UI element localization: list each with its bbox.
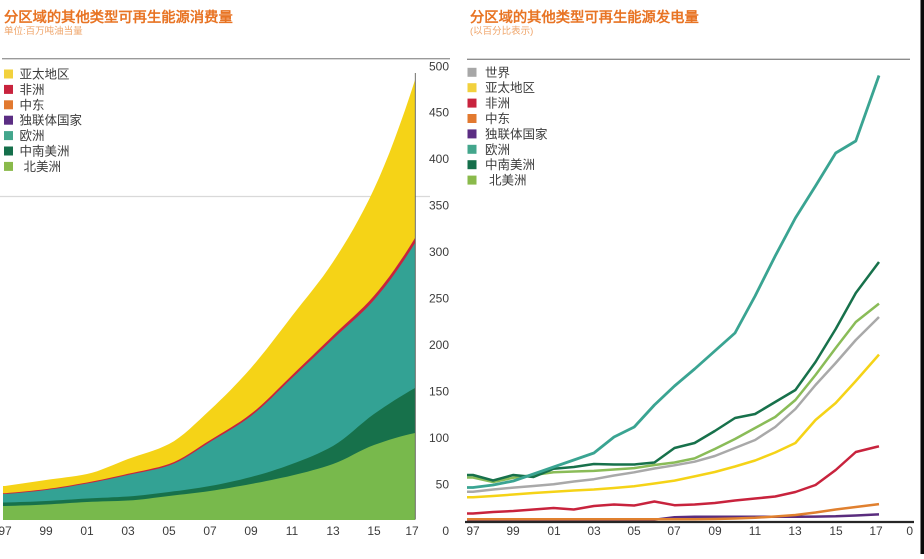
svg-text:11: 11 [749,524,762,538]
svg-text:分区域的其他类型可再生能源发电量: 分区域的其他类型可再生能源发电量 [470,8,699,26]
svg-text:欧洲: 欧洲 [485,143,510,157]
svg-text:中南美洲: 中南美洲 [485,157,535,172]
svg-text:独联体国家: 独联体国家 [485,126,548,141]
svg-text:100: 100 [429,431,449,445]
svg-text:03: 03 [121,524,135,538]
svg-text:分区域的其他类型可再生能源消费量: 分区域的其他类型可再生能源消费量 [4,8,233,26]
svg-text:0: 0 [442,524,449,538]
svg-text:500: 500 [429,59,449,73]
svg-text:单位:百万吨油当量: 单位:百万吨油当量 [4,25,83,37]
svg-text:11: 11 [286,524,299,538]
svg-text:97: 97 [466,524,480,538]
svg-text:亚太地区: 亚太地区 [485,80,535,95]
svg-text:50: 50 [436,477,450,491]
svg-text:17: 17 [405,524,419,538]
svg-text:09: 09 [244,524,258,538]
svg-text:450: 450 [429,106,449,120]
svg-text:中南美洲: 中南美洲 [20,144,70,159]
svg-text:05: 05 [162,524,176,538]
svg-text:15: 15 [829,524,843,538]
svg-text:13: 13 [326,524,340,538]
svg-text:中东: 中东 [485,111,510,126]
svg-text:01: 01 [547,524,561,538]
svg-text:09: 09 [708,524,722,538]
svg-text:07: 07 [667,524,681,538]
svg-text:17: 17 [869,524,883,538]
svg-text:99: 99 [39,524,53,538]
svg-text:亚太地区: 亚太地区 [20,67,70,82]
svg-text:250: 250 [429,292,449,306]
svg-text:01: 01 [80,524,94,538]
svg-text:150: 150 [429,384,449,398]
svg-text:97: 97 [0,524,12,538]
svg-text:350: 350 [429,199,449,213]
svg-text:03: 03 [587,524,601,538]
svg-text:13: 13 [788,524,802,538]
svg-text:07: 07 [203,524,217,538]
svg-text:中东: 中东 [20,97,45,112]
svg-text:400: 400 [429,152,449,166]
svg-text:独联体国家: 独联体国家 [20,113,83,128]
svg-text:15: 15 [367,524,381,538]
svg-text:北美洲: 北美洲 [489,174,527,188]
svg-text:北美洲: 北美洲 [24,160,62,174]
svg-text:(以百分比表示): (以百分比表示) [470,25,533,37]
svg-text:非洲: 非洲 [485,97,510,111]
svg-text:300: 300 [429,245,449,259]
svg-text:05: 05 [627,524,641,538]
svg-text:非洲: 非洲 [20,83,45,97]
svg-text:99: 99 [506,524,520,538]
svg-text:200: 200 [429,338,449,352]
svg-text:0: 0 [906,524,913,538]
svg-text:世界: 世界 [485,66,511,80]
svg-text:欧洲: 欧洲 [20,129,45,143]
